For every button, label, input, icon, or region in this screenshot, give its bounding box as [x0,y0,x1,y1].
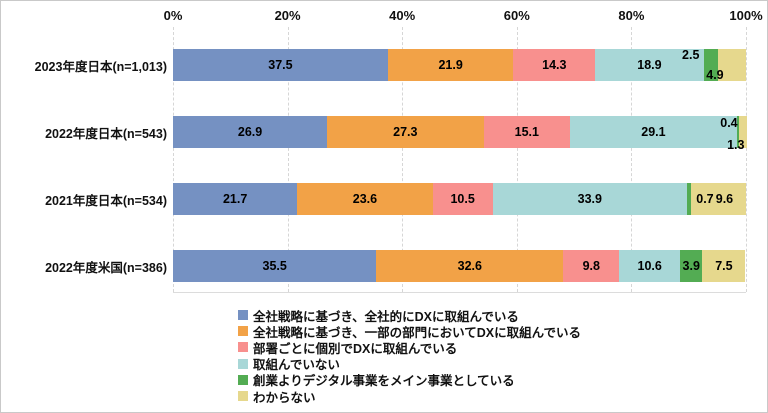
legend-item-label: 取組んでいない [253,358,340,373]
bar-segment: 14.3 [513,49,596,81]
legend-swatch [238,358,248,369]
value-label: 37.5 [268,58,293,72]
value-label: 0.7 [696,192,714,206]
gridline [402,27,404,292]
category-label: 2022年度米国(n=386) [45,260,167,275]
value-label: 27.3 [393,125,418,139]
legend-item: 全社戦略に基づき、全社的にDXに取組んでいる [238,307,581,324]
legend-swatch [238,326,248,337]
stacked-bar-row: 26.9 27.3 15.1 29.1 0.4 1.3 [173,116,747,152]
bar-segment: 0.7 [686,183,714,215]
bar-segment: 35.5 [173,250,377,282]
value-label: 10.6 [637,259,662,273]
x-axis-tick-label: 100% [729,8,763,23]
legend-item: 全社戦略に基づき、一部の部門においてDXに取組んでいる [238,323,581,340]
bar-segment: 29.1 [570,116,737,148]
bar-segment: 37.5 [173,49,388,81]
bar-segment: 9.8 [563,250,620,282]
stacked-bar-row: 21.7 23.6 10.5 33.9 0.7 9.6 [173,183,746,215]
legend-swatch [238,391,248,402]
category-label: 2022年度日本(n=543) [45,126,167,141]
x-axis-tick-label: 0% [163,8,183,23]
legend-item-label: 全社戦略に基づき、一部の部門においてDXに取組んでいる [253,325,581,340]
legend-item: 取組んでいない [238,356,581,372]
bar-segment: 32.6 [376,250,564,282]
value-label: 15.1 [514,125,539,139]
value-label: 1.3 [727,138,745,152]
x-axis-tick-label: 60% [503,8,530,23]
bar-segment: 10.5 [432,183,493,215]
stacked-bar-row: 35.5 32.6 9.8 10.6 3.9 7.5 [173,250,746,282]
value-label: 29.1 [641,125,666,139]
bar-segment: 21.7 [173,183,298,215]
x-axis-tick-label: 20% [274,8,301,23]
gridline [516,27,518,292]
bar-segment: 7.5 [702,250,746,282]
bar-segment: 23.6 [297,183,433,215]
stacked-bar-row: 37.5 21.9 14.3 18.9 2.5 4.9 [173,48,746,82]
legend-swatch [238,310,248,321]
bar-segment: 1.3 [727,116,747,152]
bar-segment: 9.6 [690,183,746,215]
bar-segment: 26.9 [173,116,328,148]
legend-item: 部署ごとに個別でDXに取組んでいる [238,339,581,356]
value-label: 14.3 [542,58,567,72]
legend-item-label: わからない [253,390,316,405]
bar-segment: 18.9 [595,49,704,81]
value-label: 9.6 [715,192,734,206]
bar-segment: 27.3 [327,116,484,148]
category-label: 2023年度日本(n=1,013) [34,59,167,74]
x-axis-tick-label: 40% [389,8,416,23]
legend-item: わからない [238,388,581,405]
x-axis-tick-label: 80% [618,8,645,23]
bar-segment: 33.9 [492,183,687,215]
legend-item-label: 部署ごとに個別でDXに取組んでいる [253,341,458,356]
plot-area: 0% 20% 40% 60% 80% 100% 37.5 21.9 14.3 18.9 2.5 4.9… [164,8,763,293]
value-label: 4.9 [706,68,724,82]
value-label: 7.5 [715,259,733,273]
legend-swatch [238,374,248,385]
value-label: 9.8 [582,259,600,273]
legend-item-label: 全社戦略に基づき、全社的にDXに取組んでいる [253,309,519,324]
bar-segment: 15.1 [483,116,571,148]
legend-item: 創業よりデジタル事業をメイン事業としている [238,372,581,388]
bar-segment: 4.9 [706,49,746,82]
value-label: 18.9 [637,58,662,72]
value-label: 32.6 [457,259,482,273]
value-label: 0.4 [720,116,738,130]
value-label: 33.9 [577,192,602,206]
legend-swatch [238,342,248,353]
gridline [173,27,174,292]
bar-segment: 10.6 [619,250,681,282]
value-label: 21.7 [222,192,248,206]
value-label: 23.6 [352,192,378,206]
bar-segment: 0.4 [720,116,740,148]
value-label: 26.9 [237,125,263,139]
category-label: 2021年度日本(n=534) [45,193,167,208]
legend-item-label: 創業よりデジタル事業をメイン事業としている [253,374,515,389]
value-label: 21.9 [438,58,463,72]
gridline [746,27,747,292]
gridline [631,27,633,292]
bar-segment: 21.9 [387,49,514,81]
value-label: 10.5 [450,192,475,206]
legend: 全社戦略に基づき、全社的にDXに取組んでいる 全社戦略に基づき、一部の部門において… [238,307,581,405]
value-label: 3.9 [682,259,700,273]
bar-segment: 2.5 [682,48,718,81]
bar-segment: 3.9 [680,250,703,282]
value-label: 2.5 [682,48,700,62]
gridline [287,27,289,292]
value-label: 35.5 [262,259,287,273]
